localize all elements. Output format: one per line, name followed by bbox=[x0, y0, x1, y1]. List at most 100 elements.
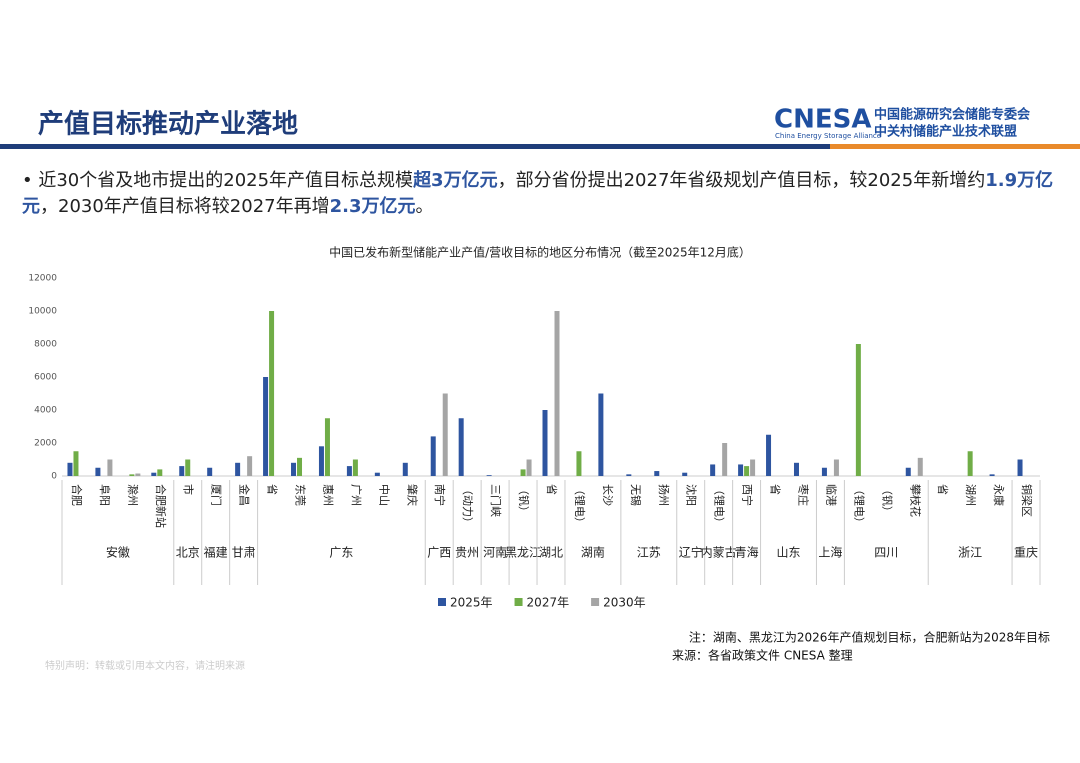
x-tick-label: 东莞 bbox=[294, 484, 307, 506]
group-label: 浙江 bbox=[958, 546, 982, 560]
group-label: 安徽 bbox=[106, 545, 130, 560]
x-tick-label: 南宁 bbox=[433, 484, 447, 506]
group-label: 贵州 bbox=[455, 546, 479, 560]
x-tick-label: 三门峡 bbox=[489, 484, 503, 517]
logo: CNESA bbox=[774, 105, 871, 135]
x-tick-label: 惠州 bbox=[321, 484, 335, 506]
bar bbox=[346, 466, 352, 476]
bullet-text: • 近30个省及地市提出的2025年产值目标总规模超3万亿元，部分省份提出202… bbox=[22, 170, 1054, 217]
footer: 特别声明：转载或引用本文内容，请注明来源 bbox=[45, 659, 245, 672]
y-tick-label: 2000 bbox=[34, 439, 57, 449]
bar bbox=[430, 436, 436, 476]
highlight: 1.9万亿元 bbox=[22, 170, 1054, 217]
org-name: 中关村储能产业技术联盟 bbox=[874, 124, 1017, 140]
group-label: 广西 bbox=[427, 546, 451, 560]
bar bbox=[766, 434, 772, 476]
logo-sub: China Energy Storage Alliance bbox=[775, 132, 881, 140]
text-run: 近30个省及地市提出的2025年产值目标总规模 bbox=[38, 170, 414, 191]
bar bbox=[179, 466, 185, 476]
group-label: 四川 bbox=[874, 546, 898, 560]
bar bbox=[598, 393, 604, 476]
x-tick-label: （锂电） bbox=[852, 484, 866, 528]
x-tick-label: （钒） bbox=[517, 484, 531, 517]
bar bbox=[269, 311, 275, 476]
group-label: 河南 bbox=[483, 545, 507, 560]
bar bbox=[297, 457, 303, 476]
bar bbox=[67, 462, 73, 476]
highlight: 2.3万亿元 bbox=[329, 196, 416, 217]
group-label: 上海 bbox=[818, 545, 842, 560]
x-tick-label: （锂电） bbox=[573, 484, 587, 528]
x-tick-label: 合肥 bbox=[70, 484, 84, 506]
group-label: 重庆 bbox=[1014, 546, 1038, 560]
legend-label: 2027年 bbox=[527, 596, 570, 610]
org-name: 中国能源研究会储能专委会 bbox=[874, 107, 1031, 123]
bar bbox=[738, 464, 744, 476]
bar bbox=[235, 462, 241, 476]
x-tick-label: 中山 bbox=[377, 484, 390, 506]
legend-label: 2025年 bbox=[450, 596, 493, 610]
bar bbox=[821, 467, 827, 476]
x-tick-label: 攀枝花 bbox=[908, 484, 922, 517]
y-tick-label: 4000 bbox=[34, 406, 57, 416]
x-tick-label: 阜阳 bbox=[98, 484, 111, 506]
bar bbox=[352, 459, 358, 476]
y-tick-label: 6000 bbox=[34, 373, 57, 383]
x-tick-label: 省 bbox=[266, 484, 279, 495]
x-tick-label: 枣庄 bbox=[796, 484, 810, 506]
legend-swatch bbox=[438, 598, 446, 606]
bar bbox=[654, 471, 660, 476]
bar bbox=[989, 474, 995, 476]
bar bbox=[486, 475, 492, 476]
bar bbox=[374, 472, 380, 476]
y-tick-label: 0 bbox=[51, 472, 57, 482]
group-label: 广东 bbox=[329, 546, 353, 560]
group-label: 山东 bbox=[777, 546, 801, 560]
bar bbox=[750, 459, 756, 476]
group-label: 湖北 bbox=[539, 545, 563, 560]
bar bbox=[318, 446, 324, 476]
x-tick-label: 临港 bbox=[824, 484, 838, 506]
bar bbox=[967, 451, 973, 476]
header-rule bbox=[0, 144, 1080, 149]
bar bbox=[458, 418, 464, 476]
bar bbox=[855, 344, 861, 476]
bar bbox=[905, 467, 911, 476]
bar bbox=[1017, 459, 1023, 476]
x-tick-label: 合肥新站 bbox=[154, 484, 168, 528]
x-tick-label: （锂电） bbox=[713, 484, 727, 528]
bar bbox=[542, 410, 548, 476]
x-tick-label: 市 bbox=[182, 484, 196, 495]
slide-title: 产值目标推动产业落地 bbox=[38, 110, 298, 140]
group-label: 江苏 bbox=[637, 546, 661, 560]
x-tick-label: 广州 bbox=[349, 484, 362, 506]
bar bbox=[73, 451, 79, 476]
x-tick-label: 滁州 bbox=[126, 484, 140, 506]
bar bbox=[185, 459, 191, 476]
x-tick-label: 扬州 bbox=[657, 484, 671, 506]
legend-swatch bbox=[514, 598, 523, 606]
bar bbox=[526, 459, 532, 476]
bar bbox=[263, 377, 269, 476]
x-tick-label: 省 bbox=[769, 484, 782, 495]
x-tick-label: 厦门 bbox=[210, 484, 224, 506]
x-tick-label: 省 bbox=[545, 484, 558, 495]
bar bbox=[324, 418, 330, 476]
source: 来源：各省政策文件 CNESA 整理 bbox=[672, 648, 853, 663]
bar bbox=[107, 459, 113, 476]
header-accent bbox=[830, 144, 1080, 149]
group-label: 湖南 bbox=[581, 545, 605, 560]
bar bbox=[151, 472, 157, 476]
group-label: 青海 bbox=[735, 545, 759, 560]
bar bbox=[95, 467, 101, 476]
group-label: 辽宁 bbox=[679, 545, 703, 560]
bar bbox=[722, 443, 728, 476]
x-tick-label: （动力） bbox=[461, 484, 474, 528]
bar bbox=[520, 469, 526, 476]
x-tick-label: 省 bbox=[936, 484, 949, 495]
y-tick-label: 8000 bbox=[34, 340, 57, 350]
x-tick-label: 金昌 bbox=[238, 484, 252, 506]
bar bbox=[917, 457, 923, 476]
x-tick-label: （钒） bbox=[880, 484, 894, 517]
